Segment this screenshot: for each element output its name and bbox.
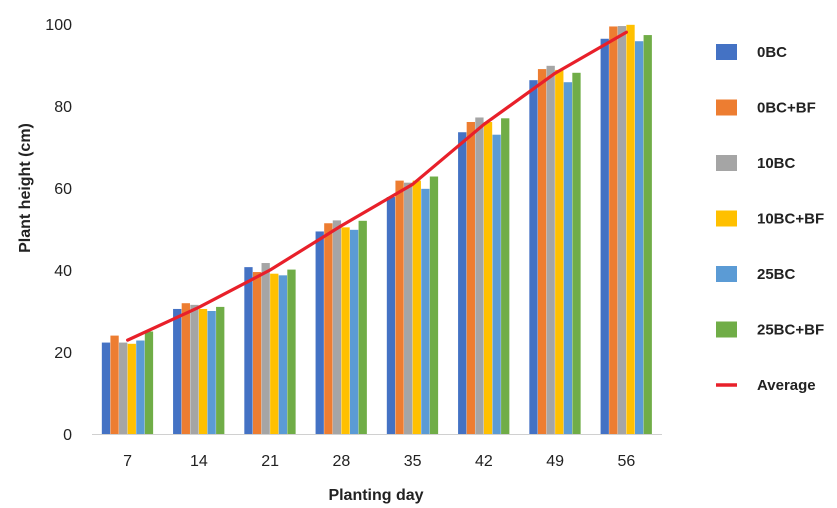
bar <box>395 180 404 434</box>
legend-swatch <box>716 155 737 171</box>
bar <box>617 26 627 435</box>
bar <box>643 35 652 434</box>
bar <box>349 229 359 434</box>
bar <box>119 342 128 434</box>
y-tick-label: 40 <box>54 263 72 280</box>
y-tick-label: 0 <box>63 427 72 444</box>
bar <box>546 65 555 434</box>
legend-swatch <box>716 321 737 338</box>
legend-label: 25BC+BF <box>757 322 824 339</box>
bar <box>270 273 279 434</box>
bar <box>429 176 439 434</box>
bar <box>421 188 430 434</box>
legend: 0BC 0BC+BF 10BC 10BC+BF 25BC 25BC+BF Average <box>716 44 824 394</box>
bar <box>572 72 581 434</box>
legend-swatch <box>716 99 737 116</box>
bar <box>492 134 501 434</box>
bar <box>101 342 111 434</box>
x-axis-title: Planting day <box>328 487 423 504</box>
legend-swatch <box>716 266 737 282</box>
average-line <box>126 30 628 342</box>
legend-label: 0BC <box>757 44 787 61</box>
bar <box>110 335 119 434</box>
bar <box>341 227 350 434</box>
legend-label: 25BC <box>757 266 796 283</box>
y-tick-label: 100 <box>45 17 72 34</box>
x-tick-label: 56 <box>617 453 635 470</box>
bar <box>136 340 145 434</box>
y-tick-label: 60 <box>54 181 72 198</box>
plot-area: 0 20 40 60 80 100 7 14 21 28 35 42 49 56 <box>45 17 662 470</box>
bar <box>466 121 475 435</box>
bar <box>386 197 396 434</box>
x-tick-label: 42 <box>475 453 493 470</box>
bar <box>600 38 609 434</box>
bar <box>315 231 324 434</box>
legend-label: 10BC+BF <box>757 211 824 228</box>
bar <box>207 311 216 434</box>
bar <box>475 117 484 434</box>
bar <box>244 267 253 434</box>
legend-label: 0BC+BF <box>757 100 816 117</box>
bar <box>501 118 510 435</box>
bar <box>458 132 467 435</box>
bar <box>412 180 421 434</box>
x-tick-label: 28 <box>332 453 350 470</box>
bar <box>324 223 333 434</box>
bar <box>198 308 208 434</box>
x-tick-label: 35 <box>404 453 422 470</box>
bar <box>358 220 367 434</box>
y-tick-label: 20 <box>54 345 72 362</box>
bar <box>626 24 635 434</box>
bar <box>563 82 573 434</box>
x-tick-label: 14 <box>190 453 208 470</box>
bar <box>609 26 618 435</box>
bar <box>287 269 296 434</box>
bar <box>216 306 225 434</box>
legend-swatch <box>716 44 737 60</box>
y-axis-title: Plant height (cm) <box>17 123 34 253</box>
x-tick-label: 7 <box>123 453 132 470</box>
bar <box>332 220 342 434</box>
legend-swatch <box>716 210 737 227</box>
bar <box>190 304 199 434</box>
y-tick-label: 80 <box>54 99 72 116</box>
x-tick-label: 49 <box>546 453 564 470</box>
bar <box>529 80 538 435</box>
bar <box>404 182 413 434</box>
bar <box>634 41 644 434</box>
bar <box>181 303 190 434</box>
bar <box>144 331 154 434</box>
x-tick-label: 21 <box>261 453 279 470</box>
bar <box>261 263 270 434</box>
legend-label: Average <box>757 377 816 394</box>
bar <box>252 272 262 434</box>
bar <box>483 121 493 435</box>
bar <box>173 308 182 434</box>
bar <box>555 69 564 435</box>
bar <box>127 343 136 434</box>
legend-label: 10BC <box>757 155 796 172</box>
bar <box>537 69 547 434</box>
bar <box>278 275 288 434</box>
